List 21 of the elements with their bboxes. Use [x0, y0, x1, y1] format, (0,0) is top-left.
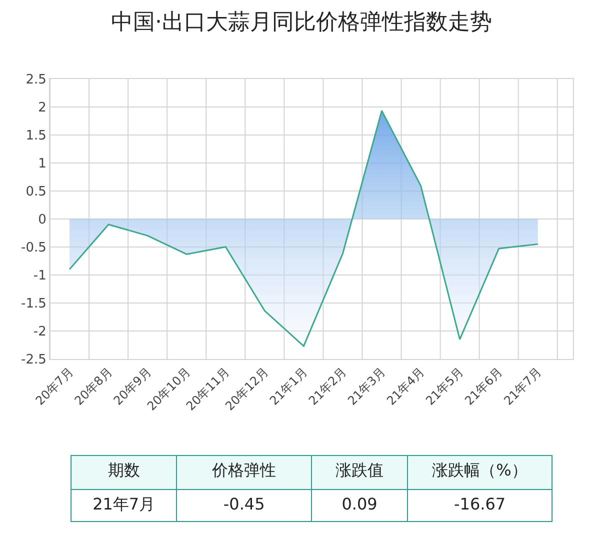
text: -16.67 [454, 494, 506, 514]
y-tick-label: -2 [33, 324, 46, 340]
y-tick-label: 1 [38, 156, 46, 172]
x-tick-label: 21年7月 [501, 364, 544, 408]
y-tick-label: 1.5 [26, 128, 46, 144]
text: 涨跌值 [336, 460, 384, 480]
text: 期数 [108, 460, 140, 480]
y-tick-label: 0.5 [26, 184, 46, 200]
chart-title: 中国·出口大蒜月同比价格弹性指数走势 [111, 10, 492, 36]
text: -0.45 [223, 494, 265, 514]
text: 价格弹性 [211, 460, 276, 480]
y-tick-label: -1.5 [21, 296, 46, 312]
y-tick-label: -0.5 [21, 240, 46, 256]
text: 21年7月 [92, 494, 156, 514]
y-tick-label: -2.5 [21, 352, 46, 368]
y-tick-label: 2 [38, 100, 46, 116]
text: 0.09 [342, 494, 378, 514]
y-tick-label: 0 [38, 212, 46, 228]
text: 涨跌幅（%） [432, 460, 528, 480]
y-tick-label: 2.5 [26, 72, 46, 88]
y-tick-label: -1 [33, 268, 46, 284]
